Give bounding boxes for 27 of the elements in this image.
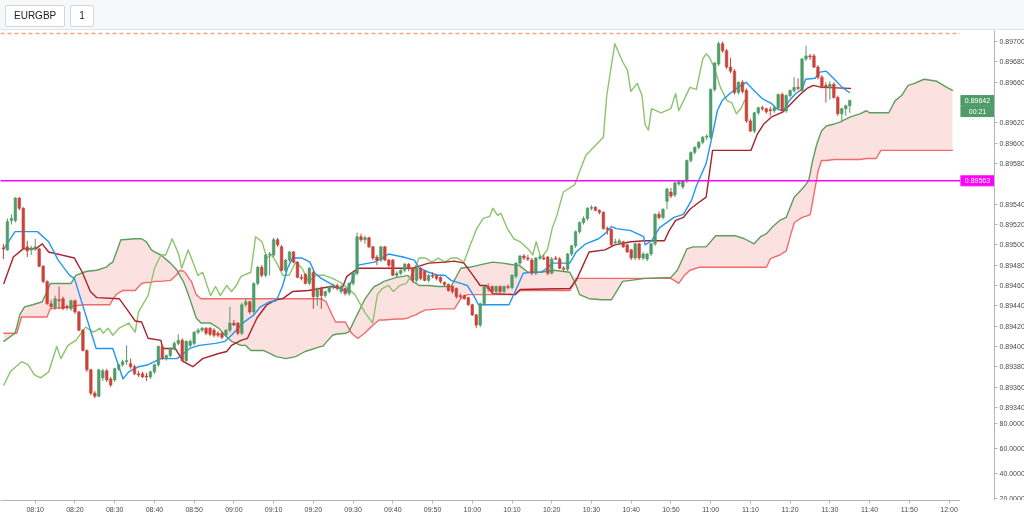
candlestick xyxy=(601,210,605,231)
candlestick xyxy=(506,283,510,291)
candlestick xyxy=(780,91,784,113)
candlestick xyxy=(180,337,184,363)
candlestick xyxy=(657,210,661,220)
candlestick xyxy=(156,344,160,368)
candlestick xyxy=(796,77,800,91)
candlestick xyxy=(363,235,367,245)
chart-title: EURGBP xyxy=(5,5,66,28)
candlestick xyxy=(216,330,220,338)
candlestick xyxy=(319,285,323,310)
candlestick xyxy=(824,81,828,104)
chart-subtitle: 1 xyxy=(70,5,94,28)
candlestick xyxy=(279,244,284,272)
candlestick xyxy=(546,255,550,276)
candlestick xyxy=(359,233,363,243)
candlestick xyxy=(228,306,232,333)
candlestick xyxy=(534,256,538,276)
candlestick xyxy=(307,266,311,286)
candlestick xyxy=(13,196,17,223)
candlestick xyxy=(272,237,276,258)
candlestick xyxy=(125,344,129,366)
line-series xyxy=(3,149,954,339)
candlestick xyxy=(184,339,188,364)
candlestick xyxy=(828,80,832,101)
line-series xyxy=(3,43,746,386)
candlestick xyxy=(57,285,61,310)
